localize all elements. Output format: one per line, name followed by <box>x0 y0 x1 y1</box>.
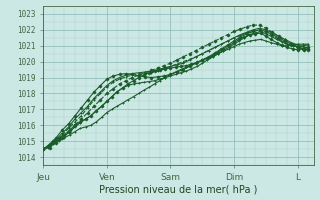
X-axis label: Pression niveau de la mer( hPa ): Pression niveau de la mer( hPa ) <box>99 184 258 194</box>
